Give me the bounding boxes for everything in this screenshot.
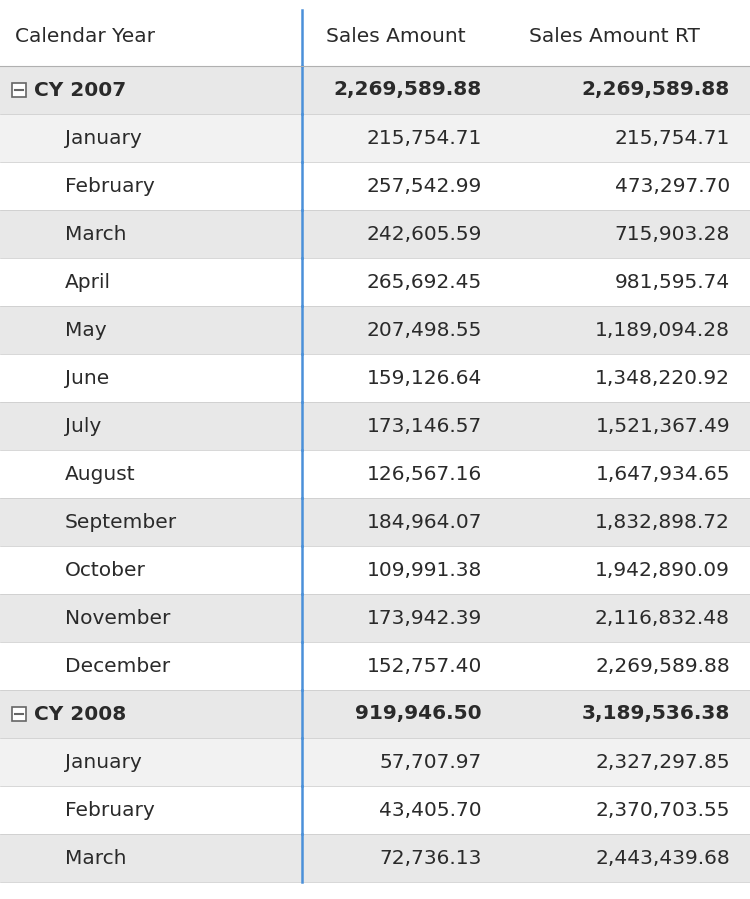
Text: 265,692.45: 265,692.45 (367, 272, 482, 291)
Text: 2,327,297.85: 2,327,297.85 (596, 752, 730, 771)
Text: 173,942.39: 173,942.39 (367, 609, 482, 628)
Text: September: September (65, 512, 177, 531)
Text: CY 2008: CY 2008 (34, 705, 126, 724)
Bar (0, 834, 750, 882)
Text: 159,126.64: 159,126.64 (367, 369, 482, 387)
Text: 152,757.40: 152,757.40 (367, 656, 482, 675)
Text: 919,946.50: 919,946.50 (356, 705, 482, 724)
Text: 2,269,589.88: 2,269,589.88 (582, 81, 730, 100)
Bar (0, 546, 750, 594)
Text: 473,297.70: 473,297.70 (615, 176, 730, 195)
Text: 2,370,703.55: 2,370,703.55 (596, 800, 730, 820)
Text: 242,605.59: 242,605.59 (367, 225, 482, 244)
Text: 173,146.57: 173,146.57 (367, 416, 482, 435)
Text: 981,595.74: 981,595.74 (615, 272, 730, 291)
Text: 1,348,220.92: 1,348,220.92 (595, 369, 730, 387)
Bar (0, 450, 750, 498)
Bar (0, 594, 750, 642)
Text: January: January (65, 752, 142, 771)
Text: 207,498.55: 207,498.55 (367, 321, 482, 340)
Bar (0, 738, 750, 786)
Text: November: November (65, 609, 170, 628)
Text: 2,269,589.88: 2,269,589.88 (334, 81, 482, 100)
Text: February: February (65, 176, 154, 195)
Text: April: April (65, 272, 111, 291)
Text: 2,269,589.88: 2,269,589.88 (596, 656, 730, 675)
Bar (0, 690, 750, 738)
Bar (12, 83, 26, 97)
Text: June: June (65, 369, 110, 387)
Text: 1,832,898.72: 1,832,898.72 (596, 512, 730, 531)
Text: 3,189,536.38: 3,189,536.38 (582, 705, 730, 724)
Text: 2,116,832.48: 2,116,832.48 (595, 609, 730, 628)
Bar (0, 114, 750, 162)
Text: December: December (65, 656, 170, 675)
Text: January: January (65, 129, 142, 147)
Bar (0, 162, 750, 210)
Bar (12, 707, 26, 721)
Text: Calendar Year: Calendar Year (15, 28, 155, 47)
Text: 57,707.97: 57,707.97 (380, 752, 482, 771)
Text: March: March (65, 225, 127, 244)
Text: October: October (65, 560, 146, 580)
Bar (0, 306, 750, 354)
Bar (0, 642, 750, 690)
Bar (0, 786, 750, 834)
Bar (0, 210, 750, 258)
Text: July: July (65, 416, 101, 435)
Text: February: February (65, 800, 154, 820)
Text: 109,991.38: 109,991.38 (367, 560, 482, 580)
Text: CY 2007: CY 2007 (34, 81, 126, 100)
Bar (0, 498, 750, 546)
Bar (0, 354, 750, 402)
Text: Sales Amount: Sales Amount (326, 28, 466, 47)
Text: May: May (65, 321, 106, 340)
Text: 2,443,439.68: 2,443,439.68 (596, 849, 730, 868)
Text: 257,542.99: 257,542.99 (367, 176, 482, 195)
Text: 215,754.71: 215,754.71 (367, 129, 482, 147)
Text: 72,736.13: 72,736.13 (380, 849, 482, 868)
Text: 1,647,934.65: 1,647,934.65 (596, 465, 730, 484)
Bar (0, 402, 750, 450)
Text: March: March (65, 849, 127, 868)
Text: 43,405.70: 43,405.70 (380, 800, 482, 820)
Text: August: August (65, 465, 136, 484)
Text: 1,942,890.09: 1,942,890.09 (596, 560, 730, 580)
Bar (0, 66, 750, 114)
Text: 126,567.16: 126,567.16 (367, 465, 482, 484)
Text: 1,189,094.28: 1,189,094.28 (595, 321, 730, 340)
Bar (0, 258, 750, 306)
Text: Sales Amount RT: Sales Amount RT (529, 28, 700, 47)
Text: 1,521,367.49: 1,521,367.49 (596, 416, 730, 435)
Text: 715,903.28: 715,903.28 (615, 225, 730, 244)
Text: 184,964.07: 184,964.07 (367, 512, 482, 531)
Text: 215,754.71: 215,754.71 (615, 129, 730, 147)
